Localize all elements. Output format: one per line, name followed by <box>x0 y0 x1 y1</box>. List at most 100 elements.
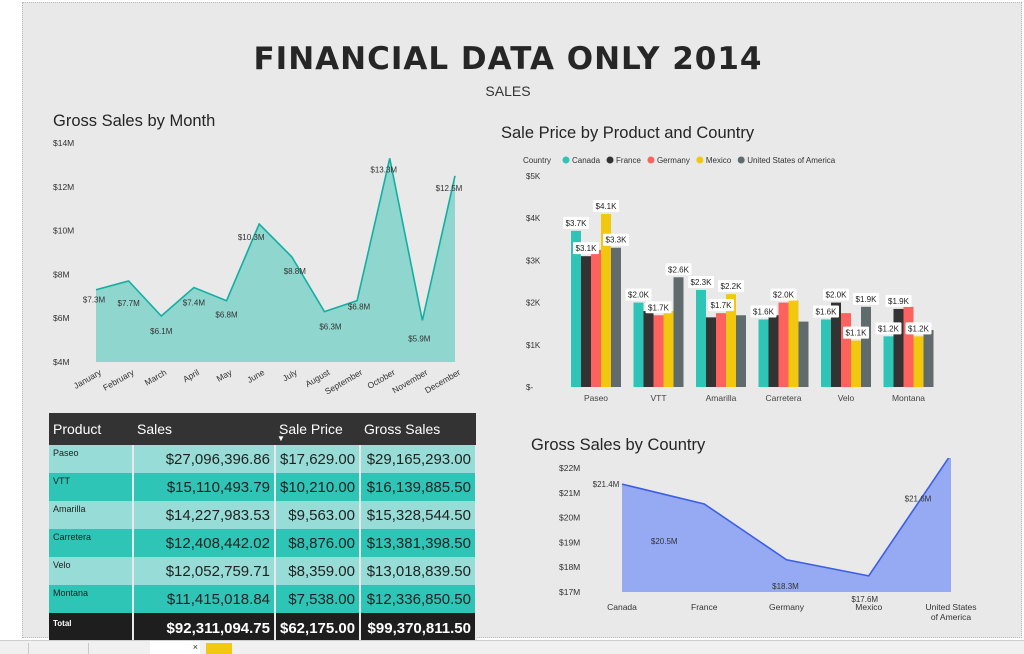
bar[interactable] <box>788 300 799 387</box>
bar[interactable] <box>821 319 831 387</box>
legend-marker[interactable] <box>562 156 570 164</box>
bar[interactable] <box>601 213 611 387</box>
col-header-product[interactable]: Product <box>49 413 133 445</box>
bar[interactable] <box>591 249 601 387</box>
month-value-label: $6.8M <box>348 303 371 312</box>
bar-value-label: $1.6K <box>816 307 838 316</box>
bar-value-label: $2.3K <box>691 278 713 287</box>
category-tick-label: Velo <box>838 393 855 403</box>
category-tick-label: Amarilla <box>706 393 737 403</box>
page-subtitle: SALES <box>485 83 531 99</box>
y-tick-label: $2K <box>526 299 541 308</box>
table-row[interactable]: VTT $15,110,493.79 $10,210.00 $16,139,88… <box>49 473 477 501</box>
bar[interactable] <box>923 330 934 387</box>
bar[interactable] <box>778 302 789 387</box>
bar[interactable] <box>883 336 894 387</box>
cell-total-sale-price: $62,175.00 <box>275 613 361 644</box>
cell-sale-price: $17,629.00 <box>275 445 361 473</box>
legend-marker[interactable] <box>696 156 704 164</box>
bar[interactable] <box>706 317 716 387</box>
bar[interactable] <box>798 321 809 387</box>
legend-marker[interactable] <box>606 156 614 164</box>
value-label-bg <box>603 233 629 246</box>
bar[interactable] <box>861 306 871 387</box>
cell-sale-price: $10,210.00 <box>275 473 361 501</box>
bar[interactable] <box>653 315 664 387</box>
value-label-bg <box>563 216 589 229</box>
bar-value-label: $2.6K <box>668 265 690 274</box>
month-value-label: $6.8M <box>215 311 238 320</box>
bar-value-label: $1.1K <box>846 329 868 338</box>
bar[interactable] <box>768 315 779 387</box>
month-tick-label: April <box>181 367 201 384</box>
legend-item[interactable]: France <box>616 156 641 165</box>
tab-page-1[interactable]: × <box>150 641 200 654</box>
bar[interactable] <box>831 302 841 387</box>
country-chart-title: Gross Sales by Country <box>531 436 706 454</box>
bar[interactable] <box>736 315 746 387</box>
month-value-label: $13.3M <box>370 165 397 174</box>
legend-item[interactable]: United States of America <box>747 156 836 165</box>
bar[interactable] <box>696 289 706 387</box>
bar[interactable] <box>758 319 769 387</box>
bar-value-label: $1.6K <box>753 307 775 316</box>
legend-item[interactable]: Mexico <box>706 156 732 165</box>
value-label-bg <box>853 292 879 305</box>
bar[interactable] <box>611 247 621 387</box>
month-tick-label: December <box>423 367 462 395</box>
cell-sales: $12,408,442.02 <box>133 529 276 557</box>
value-label-bg <box>750 305 777 318</box>
y-tick-label: $12M <box>53 182 74 192</box>
category-tick-label: Paseo <box>584 393 608 403</box>
y-tick-label: $8M <box>53 269 70 279</box>
gross-sales-by-country-chart[interactable]: $17M $18M $19M $20M $21M $22M $21.4M Canada $20.… <box>523 458 993 633</box>
col-header-gross-sales[interactable]: Gross Sales <box>360 413 476 445</box>
bar[interactable] <box>571 230 581 387</box>
table-row[interactable]: Amarilla $14,227,983.53 $9,563.00 $15,32… <box>49 501 477 529</box>
bar[interactable] <box>903 306 914 387</box>
sort-desc-icon: ▼ <box>277 434 285 443</box>
close-tab-icon[interactable]: × <box>192 642 198 652</box>
cell-product: Paseo <box>49 445 134 473</box>
legend-title: Country <box>523 156 551 165</box>
bar-value-label: $1.7K <box>648 303 670 312</box>
value-label-bg <box>770 288 797 301</box>
table-row[interactable]: Paseo $27,096,396.86 $17,629.00 $29,165,… <box>49 445 477 473</box>
col-header-sales[interactable]: Sales <box>133 413 275 445</box>
legend-marker[interactable] <box>647 156 655 164</box>
bar[interactable] <box>893 308 904 387</box>
country-value-label: $17.6M <box>851 595 878 604</box>
value-label-bg <box>885 294 912 307</box>
month-area <box>96 158 455 362</box>
cell-sale-price: $8,876.00 <box>275 529 361 557</box>
cell-gross-sales: $13,018,839.50 <box>360 557 477 585</box>
value-label-bg <box>593 199 619 212</box>
table-row[interactable]: Carretera $12,408,442.02 $8,876.00 $13,3… <box>49 529 477 557</box>
bar-value-label: $2.0K <box>628 291 650 300</box>
value-label-bg <box>688 275 714 288</box>
legend-item[interactable]: Canada <box>572 156 601 165</box>
sale-price-by-product-country-chart[interactable]: Country Canada France Germany Mexico United S… <box>493 148 1003 413</box>
bar[interactable] <box>581 256 591 387</box>
product-table[interactable]: Product Sales Sale Price ▼ Gross Sales Pa… <box>49 413 477 644</box>
bar[interactable] <box>643 311 654 387</box>
bar[interactable] <box>716 313 726 387</box>
bar[interactable] <box>633 302 644 387</box>
bar[interactable] <box>663 311 674 387</box>
bar-value-label: $1.2K <box>908 324 930 333</box>
legend-marker[interactable] <box>737 156 745 164</box>
bar[interactable] <box>841 313 851 387</box>
month-line <box>95 158 456 321</box>
bar[interactable] <box>673 277 684 387</box>
bar[interactable] <box>851 340 861 387</box>
bar[interactable] <box>913 336 924 387</box>
y-tick-label: $14M <box>53 138 74 148</box>
bar-value-label: $2.2K <box>721 282 743 291</box>
table-row[interactable]: Velo $12,052,759.71 $8,359.00 $13,018,83… <box>49 557 477 585</box>
gross-sales-by-month-chart[interactable]: $4M $6M $8M $10M $12M $14M $7.3M January $7.7M Fe… <box>23 131 473 406</box>
table-row[interactable]: Montana $11,415,018.84 $7,538.00 $12,336… <box>49 585 477 613</box>
add-page-button[interactable] <box>206 643 232 654</box>
col-header-sale-price[interactable]: Sale Price ▼ <box>275 413 360 445</box>
legend-item[interactable]: Germany <box>657 156 690 165</box>
bar[interactable] <box>726 294 736 387</box>
